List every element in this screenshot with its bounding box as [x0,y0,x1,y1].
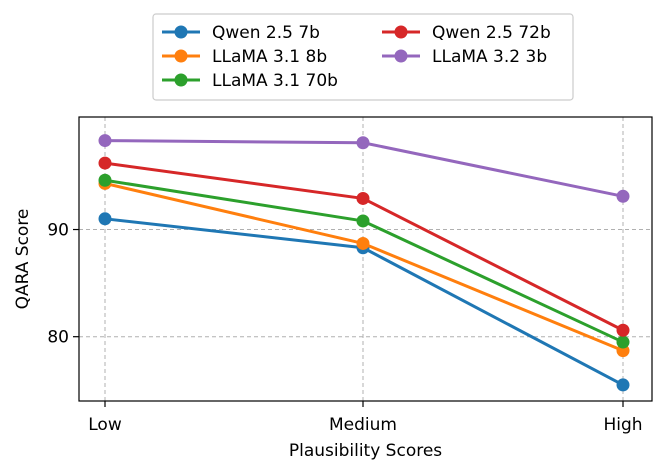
legend-marker-qwen-2-5-7b [174,25,188,39]
y-tick-label: 90 [47,221,69,241]
x-tick-label: High [603,415,642,435]
point-qwen-2-5-7b [616,378,630,392]
series-layer [98,134,630,392]
x-axis-label: Plausibility Scores [289,441,442,461]
legend-marker-llama-3-1-70b [174,73,188,87]
point-llama-3-2-3b [98,134,112,148]
axes: Low Medium High 80 90 [47,221,642,435]
point-qwen-2-5-72b [616,323,630,337]
x-tick-label: Medium [329,415,397,435]
y-tick-label: 80 [47,328,69,348]
legend-marker-qwen-2-5-72b [394,25,408,39]
legend: Qwen 2.5 7b LLaMA 3.1 8b LLaMA 3.1 70b Qwen… [152,13,574,101]
point-llama-3-1-8b [356,236,370,250]
y-axis-label: QARA Score [13,209,33,310]
series-line-llama-3-1-8b [104,181,624,353]
legend-label-llama-3-1-70b: LLaMA 3.1 70b [212,71,338,91]
point-llama-3-1-70b [356,214,370,228]
point-qwen-2-5-72b [98,156,112,170]
point-llama-3-2-3b [356,136,370,150]
point-llama-3-2-3b [616,189,630,203]
legend-frame [152,13,574,101]
plot-frame [78,116,653,402]
x-tick-label: Low [88,415,122,435]
point-llama-3-1-70b [616,335,630,349]
point-qwen-2-5-72b [356,191,370,205]
legend-label-qwen-2-5-72b: Qwen 2.5 72b [432,23,551,43]
grid [79,117,652,401]
legend-label-qwen-2-5-7b: Qwen 2.5 7b [212,23,320,43]
point-llama-3-1-70b [98,173,112,187]
legend-marker-llama-3-2-3b [394,49,408,63]
point-qwen-2-5-7b [98,212,112,226]
legend-label-llama-3-1-8b: LLaMA 3.1 8b [212,47,327,67]
legend-marker-llama-3-1-8b [174,49,188,63]
legend-label-llama-3-2-3b: LLaMA 3.2 3b [432,47,547,67]
